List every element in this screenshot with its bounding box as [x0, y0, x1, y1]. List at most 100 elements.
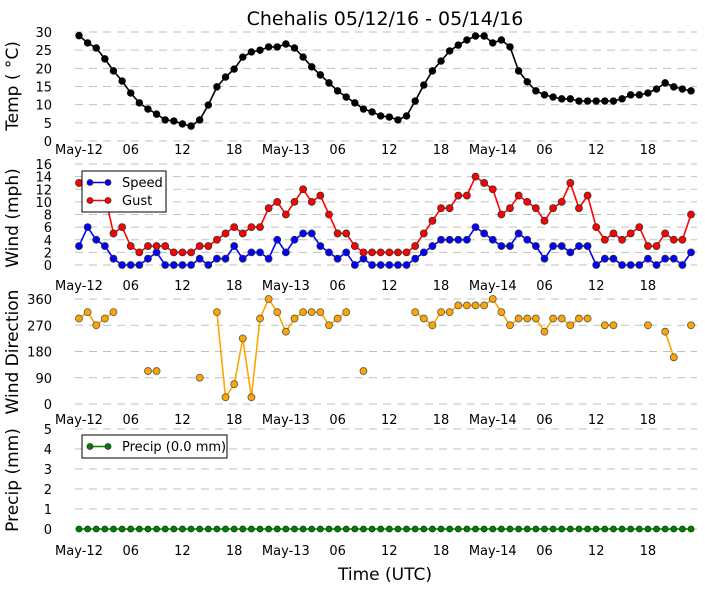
data-point [445, 308, 454, 317]
y-tick-label: 16 [35, 158, 52, 173]
data-point [558, 525, 566, 533]
data-point [377, 525, 385, 533]
y-tick-label: 3 [44, 463, 52, 478]
data-point [584, 525, 591, 533]
y-tick-label: 8 [44, 209, 52, 224]
data-point [541, 525, 548, 533]
data-point [618, 95, 626, 103]
data-point [75, 31, 83, 40]
data-point [290, 235, 299, 244]
data-point [403, 525, 410, 533]
data-point [583, 314, 592, 323]
data-point [402, 112, 411, 120]
data-point [531, 314, 540, 323]
data-point [109, 308, 118, 317]
x-tick-label: 18 [640, 413, 657, 428]
data-point [316, 242, 325, 250]
data-point [471, 32, 480, 40]
data-point [342, 525, 350, 533]
y-tick-label: 20 [35, 62, 52, 77]
data-point [497, 210, 506, 219]
data-point [264, 204, 273, 213]
data-point [394, 116, 402, 124]
data-point [514, 314, 523, 323]
x-tick-label: May-13 [262, 143, 310, 158]
data-point [609, 97, 618, 105]
data-point [566, 179, 575, 187]
y-tick-label: 4 [44, 234, 52, 249]
data-point [471, 223, 480, 232]
y-tick-label: 90 [35, 372, 52, 387]
data-point [126, 242, 135, 250]
data-point [644, 89, 652, 97]
data-point [196, 525, 204, 533]
data-point [178, 120, 187, 128]
series-line-direction [79, 299, 691, 397]
data-point [308, 63, 316, 71]
data-point [514, 191, 523, 200]
data-point [333, 87, 342, 95]
data-point [238, 334, 247, 343]
data-point [101, 525, 109, 533]
x-tick-label: 06 [536, 143, 553, 158]
data-point [161, 525, 169, 533]
data-point [281, 210, 290, 219]
data-point [609, 321, 618, 330]
x-tick-label: 18 [226, 143, 243, 158]
data-point [118, 261, 126, 269]
data-point [558, 95, 566, 103]
data-point [506, 242, 514, 250]
data-point [446, 525, 454, 533]
data-point [601, 97, 609, 105]
data-point [273, 525, 281, 533]
data-point [273, 308, 282, 317]
data-point [687, 87, 695, 95]
data-point [644, 525, 652, 533]
data-point [411, 242, 420, 250]
legend-marker [86, 197, 94, 204]
data-point [661, 254, 670, 263]
data-point [325, 210, 333, 219]
x-tick-label: 06 [536, 413, 553, 428]
data-point [359, 248, 368, 257]
data-point [549, 314, 557, 323]
x-tick-label: 06 [122, 544, 139, 559]
y-tick-label: 0 [44, 259, 52, 274]
data-point [480, 229, 489, 238]
data-point [100, 242, 109, 250]
y-tick-label: 270 [27, 319, 52, 334]
data-point [110, 525, 117, 533]
data-point [454, 191, 463, 200]
y-tick-label: 6 [44, 221, 52, 236]
data-point [92, 525, 100, 533]
x-tick-label: 06 [329, 413, 346, 428]
data-point [601, 525, 609, 533]
data-point [178, 248, 187, 257]
data-point [549, 242, 557, 250]
data-point [204, 525, 212, 533]
data-point [273, 43, 281, 51]
data-point [230, 242, 239, 250]
data-point [566, 525, 574, 533]
data-point [557, 242, 566, 250]
y-tick-label: 10 [35, 99, 52, 114]
data-point [135, 261, 144, 269]
data-point [144, 242, 152, 250]
data-point [325, 79, 333, 87]
data-point [299, 308, 308, 317]
data-point [419, 229, 428, 238]
data-point [161, 116, 169, 124]
data-point [221, 393, 230, 402]
data-point [75, 525, 83, 533]
data-point [429, 525, 436, 533]
data-point [626, 229, 635, 238]
data-point [428, 321, 437, 330]
data-point [307, 197, 316, 206]
data-point [333, 314, 342, 323]
x-tick-label: 12 [588, 413, 605, 428]
data-point [109, 67, 118, 75]
data-point [523, 525, 531, 533]
data-point [557, 314, 566, 323]
data-point [497, 525, 505, 533]
x-tick-label: 18 [226, 279, 243, 294]
